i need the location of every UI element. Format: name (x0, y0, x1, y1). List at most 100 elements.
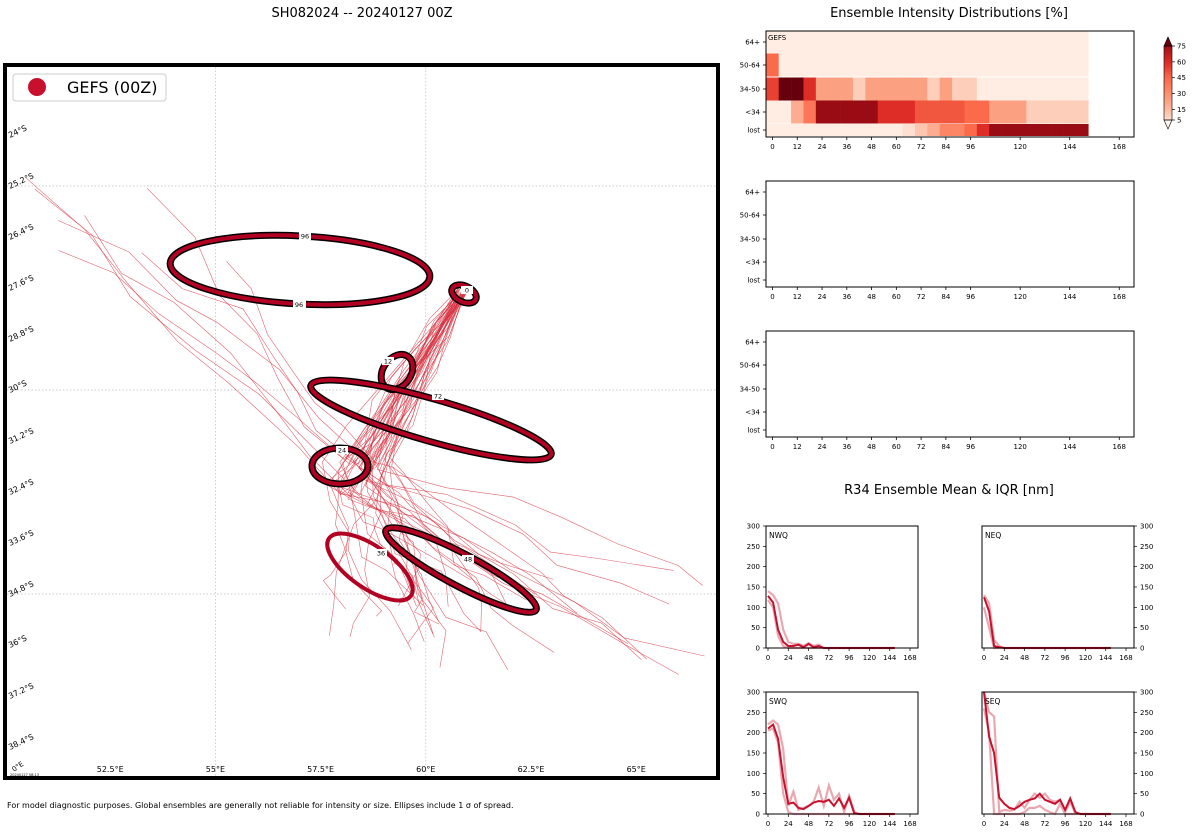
intensity-heatmap-empty-1: 64+ 50-64 34-50 <34 lost 0 12 24 36 48 60 72 84 96 120… (740, 180, 1135, 301)
heatmap-cell (1075, 77, 1089, 101)
x-tick-label: 24 (1000, 820, 1009, 828)
heatmap-cell (840, 124, 854, 136)
x-tick-label: 120 (863, 820, 876, 828)
heatmap-cell (791, 30, 804, 54)
y-tick-label: 250 (1140, 543, 1153, 551)
heatmap-cell (877, 53, 891, 77)
colorbar-segment (1164, 73, 1172, 76)
x-tick-label: 48 (804, 820, 813, 828)
y-tick-label: 0 (1140, 645, 1144, 653)
ellipse-label-bg (462, 555, 474, 563)
lat-tick-label: 27.6°S (7, 273, 35, 293)
heatmap-cell (989, 77, 1002, 101)
r34-panel-neq: NEQ 0 50 100 150 200 250 300 0 24 48 72 96 120 144 168 (981, 523, 1153, 662)
heatmap-cell (927, 53, 940, 77)
y-tick-label: 34-50 (740, 386, 760, 394)
r34-frame (981, 525, 1135, 649)
heatmap-cell (1075, 100, 1089, 124)
x-tick-label: 48 (867, 143, 876, 151)
ensemble-track (26, 177, 461, 496)
x-tick-label: 84 (941, 293, 950, 301)
heatmap-cell (1038, 124, 1052, 136)
x-tick-label: 72 (1040, 820, 1049, 828)
x-tick-label: 96 (966, 443, 975, 451)
x-tick-label: 0 (770, 143, 774, 151)
heatmap-cell (1013, 30, 1027, 54)
colorbar-segment (1164, 75, 1172, 78)
x-tick-label: 36 (842, 143, 851, 151)
heatmap-cell (902, 124, 916, 136)
colorbar-segment (1164, 47, 1172, 50)
y-tick-label: 50 (751, 790, 760, 798)
ensemble-track (366, 295, 555, 653)
heatmap-cell (766, 124, 779, 136)
lat-tick-label: 34.8°S (7, 579, 35, 599)
ellipse-label-bg (299, 232, 311, 240)
r34-frame (981, 691, 1135, 815)
quadrant-label: SEQ (985, 697, 1000, 706)
heatmap-cell (840, 77, 854, 101)
colorbar-segment (1164, 46, 1172, 49)
heatmap-cell (914, 30, 928, 54)
colorbar-segment (1164, 110, 1172, 113)
heatmap-cell (927, 30, 940, 54)
x-tick-label: 168 (903, 820, 916, 828)
heatmap-cell (914, 77, 928, 101)
heatmap-cell (902, 30, 916, 54)
x-tick-label: 144 (883, 654, 897, 662)
iqr-line (983, 594, 1111, 650)
heatmap-cell (1038, 77, 1052, 101)
heatmap-cell (791, 124, 804, 136)
colorbar-segment (1164, 94, 1172, 97)
ensemble-track (371, 295, 466, 644)
ensemble-track (84, 215, 463, 498)
iqr-line (982, 691, 1111, 816)
y-tick-label: 0 (1140, 811, 1144, 819)
heatmap-cell (952, 77, 965, 101)
x-tick-label: 168 (1119, 820, 1132, 828)
colorbar-segment (1164, 105, 1172, 108)
y-tick-label: 64+ (745, 189, 760, 197)
ellipse-label-bg (336, 446, 348, 454)
y-tick-label: 300 (1140, 523, 1153, 531)
heatmap-cell (989, 100, 1002, 124)
heatmap-cell (976, 30, 990, 54)
heatmap-cell (840, 100, 854, 124)
heatmap-cell (976, 100, 990, 124)
x-tick-label: 0 (770, 443, 774, 451)
heatmap-cell (989, 30, 1002, 54)
panel-label: GEFS (768, 34, 787, 42)
heatmap-cell (890, 100, 903, 124)
colorbar-segment (1164, 58, 1172, 62)
colorbar-segment (1164, 71, 1172, 75)
heatmap-cell (1001, 30, 1015, 54)
heatmap-cell (803, 124, 817, 136)
x-tick-label: 72 (824, 654, 833, 662)
heatmap-cell (1051, 100, 1064, 124)
x-tick-label: 168 (1113, 143, 1126, 151)
heatmap-cell (914, 124, 928, 136)
heatmap-cell (976, 53, 990, 77)
y-tick-label: 34-50 (740, 86, 760, 94)
legend-label: GEFS (00Z) (67, 78, 157, 97)
heatmap-cell (815, 100, 829, 124)
ensemble-tracks (26, 177, 705, 675)
colorbar-segment (1164, 118, 1172, 121)
heatmap-cell (1051, 53, 1064, 77)
heatmap-cell (877, 77, 891, 101)
y-tick-label: 250 (747, 709, 760, 717)
lat-tick-label: 37.2°S (7, 681, 35, 701)
heatmap-cell (865, 53, 879, 77)
colorbar-frame (1163, 45, 1173, 121)
lat-tick-label: 32.4°S (7, 477, 35, 497)
quadrant-label: NEQ (985, 531, 1001, 540)
ellipse-label-bg (461, 286, 473, 294)
heatmap-cell (890, 124, 903, 136)
x-tick-label: 48 (867, 293, 876, 301)
heatmap-cell (989, 53, 1002, 77)
heatmap-cell (1001, 53, 1015, 77)
heatmap-cell (840, 30, 854, 54)
x-tick-label: 144 (883, 820, 897, 828)
y-tick-label: <34 (745, 409, 760, 417)
colorbar-tick-label: 30 (1177, 90, 1186, 98)
